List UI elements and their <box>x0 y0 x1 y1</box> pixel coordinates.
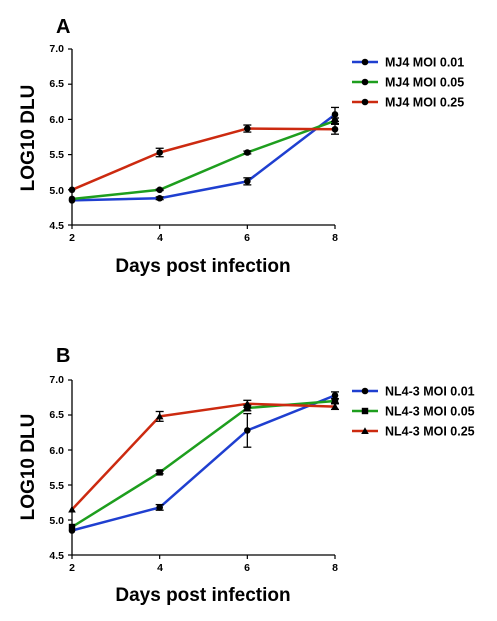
y-tick-label: 5.0 <box>49 515 64 527</box>
data-point <box>156 194 163 202</box>
x-tick-label: 4 <box>157 232 163 244</box>
legend-label: MJ4 MOI 0.25 <box>385 96 464 110</box>
data-point <box>243 400 252 407</box>
data-point <box>244 404 251 412</box>
legend-marker <box>361 387 369 395</box>
y-tick-label: 7.0 <box>49 374 64 386</box>
legend-item: NL4-3 MOI 0.01 <box>352 385 475 399</box>
data-point <box>244 125 251 132</box>
data-point <box>244 149 251 156</box>
data-point <box>156 469 163 476</box>
y-tick-label: 7.0 <box>49 43 64 55</box>
legend-label: NL4-3 MOI 0.25 <box>385 425 475 439</box>
legend: MJ4 MOI 0.01 MJ4 MOI 0.05 MJ4 MOI 0.25 <box>352 56 464 110</box>
legend-item: NL4-3 MOI 0.05 <box>352 405 475 419</box>
data-point <box>331 125 339 133</box>
series-line <box>71 119 336 201</box>
legend-marker <box>361 58 369 66</box>
y-tick-label: 6.5 <box>49 409 64 421</box>
series-line <box>71 113 336 202</box>
data-point <box>331 392 339 399</box>
y-tick-label: 6.5 <box>49 78 64 90</box>
x-axis-title: Days post infection <box>115 256 290 277</box>
y-tick-label: 6.0 <box>49 445 64 457</box>
legend-marker <box>361 407 369 415</box>
y-tick-label: 5.5 <box>49 149 64 161</box>
data-point <box>244 427 251 434</box>
data-point <box>331 402 339 410</box>
legend-label: NL4-3 MOI 0.05 <box>385 405 475 419</box>
data-point <box>331 117 339 125</box>
y-axis-title: LOG10 DLU <box>18 85 39 192</box>
legend-marker <box>361 98 369 106</box>
data-point <box>68 505 76 513</box>
data-point <box>68 523 76 531</box>
y-tick-label: 5.0 <box>49 185 64 197</box>
data-point <box>68 195 76 203</box>
x-tick-label: 4 <box>157 562 163 574</box>
data-point <box>156 149 163 156</box>
data-point <box>155 412 164 420</box>
panel-letter-b: B <box>56 345 70 367</box>
legend-item: MJ4 MOI 0.25 <box>352 96 464 110</box>
x-tick-label: 2 <box>69 562 75 574</box>
legend-item: NL4-3 MOI 0.25 <box>352 425 475 439</box>
chart-panel-a: A 2 4 6 8 4.5 5.0 5.5 6.0 6.5 7.0 Days p… <box>18 16 464 277</box>
data-point <box>244 178 251 185</box>
y-tick-label: 6.0 <box>49 114 64 126</box>
series-line <box>71 127 336 191</box>
legend-marker <box>361 78 369 86</box>
series-line <box>71 399 336 529</box>
x-tick-label: 6 <box>244 232 250 244</box>
y-tick-label: 5.5 <box>49 480 64 492</box>
panel-letter-a: A <box>56 16 70 38</box>
legend-label: MJ4 MOI 0.05 <box>385 76 464 90</box>
legend-label: MJ4 MOI 0.01 <box>385 56 464 70</box>
y-axis-title: LOG10 DLU <box>18 414 39 521</box>
series-line <box>71 402 336 511</box>
legend-item: MJ4 MOI 0.05 <box>352 76 464 90</box>
data-point <box>156 504 163 511</box>
x-axis-title: Days post infection <box>115 585 290 606</box>
x-tick-label: 8 <box>332 232 338 244</box>
data-point <box>68 186 76 194</box>
y-tick-label: 4.5 <box>49 220 64 232</box>
data-point <box>331 397 339 405</box>
plot-area-a <box>68 48 339 229</box>
plot-area-b <box>68 379 339 559</box>
y-tick-label: 4.5 <box>49 550 64 562</box>
x-tick-label: 6 <box>244 562 250 574</box>
chart-panel-b: B 2 4 6 8 4.5 5.0 5.5 6.0 6.5 7.0 Days p… <box>18 345 475 606</box>
x-tick-label: 2 <box>69 232 75 244</box>
series-line <box>71 394 336 532</box>
legend-label: NL4-3 MOI 0.01 <box>385 385 475 399</box>
x-tick-label: 8 <box>332 562 338 574</box>
data-point <box>156 186 163 194</box>
legend: NL4-3 MOI 0.01 NL4-3 MOI 0.05 NL4-3 MOI … <box>352 385 475 439</box>
data-point <box>331 111 339 118</box>
legend-item: MJ4 MOI 0.01 <box>352 56 464 70</box>
legend-marker <box>361 427 369 434</box>
